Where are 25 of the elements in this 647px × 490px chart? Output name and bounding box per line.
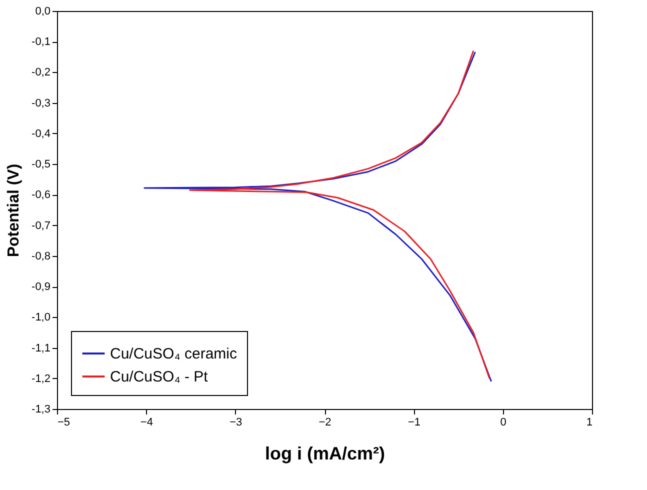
x-tick-label: −5 <box>58 416 70 428</box>
y-tick-label: -0,7 <box>32 220 50 232</box>
y-tick-label: -0,3 <box>32 97 50 110</box>
x-tick-label: −4 <box>140 416 153 428</box>
y-tick-label: -0,5 <box>32 158 50 171</box>
x-tick-label: −3 <box>230 416 242 428</box>
y-tick-label: -0,9 <box>32 281 50 294</box>
x-axis-title: log i (mA/cm²) <box>265 444 386 464</box>
x-tick-label: −2 <box>318 416 332 428</box>
y-tick-label: -0,6 <box>32 189 50 202</box>
y-tick-label: -1,1 <box>32 342 50 354</box>
y-axis-title: Potential (V) <box>6 164 23 258</box>
y-tick-label: -0,1 <box>32 36 50 48</box>
y-tick-label: 0,0 <box>35 6 50 18</box>
legend-label: Cu/CuSO₄ ceramic <box>110 346 238 362</box>
y-tick-label: -1,0 <box>32 312 50 324</box>
y-tick-label: -1,2 <box>32 372 50 385</box>
y-tick-label: -1,3 <box>32 404 50 416</box>
y-tick-label: -0,4 <box>32 128 50 140</box>
legend-label: Cu/CuSO₄ - Pt <box>110 368 209 386</box>
x-tick-label: 0 <box>500 416 506 428</box>
y-tick-label: -0,2 <box>32 66 50 79</box>
x-tick-label: −1 <box>408 416 420 428</box>
y-tick-label: -0,8 <box>32 250 50 262</box>
x-tick-label: 1 <box>586 416 592 428</box>
